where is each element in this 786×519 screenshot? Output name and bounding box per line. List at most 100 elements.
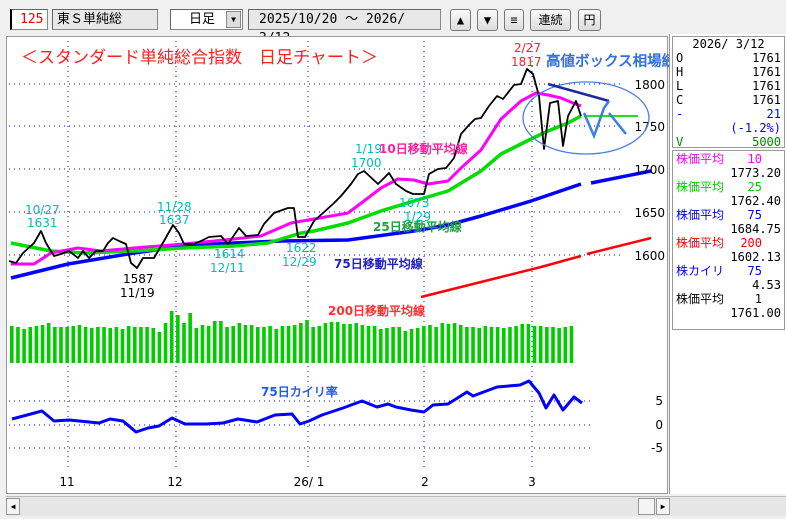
indicator-header: 株カイリ 75 (673, 264, 784, 278)
volume-bar (133, 327, 137, 363)
volume-bar (268, 326, 272, 363)
indicator-value: 1602.13 (730, 250, 781, 264)
grid (9, 41, 623, 471)
annotation-date: 10/27 (25, 203, 60, 217)
ma75-line (10, 182, 582, 280)
x-tick: 26/ 1 (294, 475, 325, 489)
indicator-value: 1762.40 (730, 194, 781, 208)
indicator-period: 25 (747, 180, 762, 194)
volume-bar (219, 321, 223, 363)
x-tick: 3 (528, 475, 536, 489)
stock-code: 125 (20, 12, 44, 27)
volume-bar (366, 326, 371, 363)
ohlc-row: L 1761 (673, 79, 784, 93)
volume-bar (28, 327, 33, 363)
indicator-value: 1684.75 (730, 222, 781, 236)
volume-bar (71, 326, 76, 363)
stock-name-field: 東Ｓ単純総 (52, 9, 158, 30)
indicator-label: 株価平均 (676, 208, 725, 222)
indicator-value-row: 1684.75 (673, 222, 784, 236)
indicator-header: 株価平均 25 (673, 180, 784, 194)
ohlc-value: 1761 (752, 93, 781, 107)
volume-bar (551, 327, 555, 363)
volume-bar (249, 325, 254, 363)
volume-bar (212, 321, 217, 363)
volume-bar (372, 326, 377, 363)
change-pct-row: (-1.2%) (673, 121, 784, 135)
volume-bar (182, 323, 186, 363)
kairi-tick: -5 (651, 441, 663, 455)
indicator-label: 株価平均 (676, 152, 725, 166)
x-tick: 11 (59, 475, 74, 489)
volume-bar (206, 326, 211, 363)
volume-row: V 5000 (673, 135, 784, 149)
volume-bar (102, 327, 106, 363)
volume-bar (292, 325, 297, 363)
continuous-button[interactable]: 連続 (530, 9, 571, 31)
volume-bar (526, 324, 531, 363)
y-axis-labels: 1800 1750 1700 1650 1600 5 0 -5 (634, 78, 665, 455)
ma10-label: 10日移動平均線 (379, 141, 468, 156)
info-date: 2026/ 3/12 (692, 37, 765, 51)
annotation-date: 12/11 (210, 261, 245, 275)
annotation-date: 11/28 (157, 200, 192, 214)
indicator-value-row: 1762.40 (673, 194, 784, 208)
annotation-date: 1/19 (355, 142, 382, 156)
annotation-date: 11/19 (120, 286, 155, 300)
kairi-tick: 0 (655, 418, 663, 432)
x-axis-labels: 11 12 26/ 1 2 3 (59, 475, 535, 489)
indicator-header: 株価平均 200 (673, 236, 784, 250)
menu-button[interactable]: ≡ (504, 9, 524, 31)
period-select[interactable]: 日足 ▼ (170, 9, 243, 30)
volume-bar (145, 327, 149, 363)
volume-bar (53, 327, 57, 363)
annotation-date: 12/29 (282, 255, 317, 269)
indicator-header: 株価平均 1 (673, 292, 784, 306)
date-range: 2025/10/20 ～ 2026/ 3/12 (248, 9, 441, 46)
volume-bar (354, 323, 358, 363)
annotation-value: 1637 (159, 213, 190, 227)
volume-bar (489, 327, 494, 363)
change-pct: (-1.2%) (730, 121, 781, 135)
chevron-down-icon[interactable]: ▼ (226, 11, 241, 28)
volume-bar (477, 328, 481, 363)
ohlc-row: O 1761 (673, 51, 784, 65)
volume-bar (157, 332, 162, 363)
volume-bar (409, 329, 414, 363)
yen-button[interactable]: 円 (578, 9, 601, 31)
volume-bar (139, 327, 143, 363)
stock-code-field[interactable]: 125 (10, 9, 48, 30)
price-line (8, 68, 582, 269)
indicator-period: 75 (747, 208, 762, 222)
stock-name: 東Ｓ単純総 (57, 12, 123, 27)
volume-bar (348, 324, 352, 363)
volume-bar (280, 326, 285, 363)
indicator-label: 株価平均 (676, 292, 725, 306)
scroll-left-arrow-icon[interactable]: ◀ (6, 498, 20, 515)
volume-bar (120, 329, 125, 363)
down-button[interactable]: ▼ (477, 9, 498, 31)
indicator-label: 株価平均 (676, 180, 725, 194)
volume-bar (483, 326, 488, 363)
volume-bar (329, 322, 334, 363)
volume-bar (108, 328, 112, 363)
volume-bar (440, 323, 445, 363)
ohlc-key: L (676, 79, 684, 93)
ohlc-value: 1761 (752, 65, 781, 79)
box-range-drawing (522, 81, 650, 155)
annotation-value: 1614 (214, 247, 245, 261)
volume-bar (557, 328, 561, 363)
annotation-value: 1631 (27, 216, 58, 230)
volume-bar (422, 326, 426, 363)
scroll-right-arrow-icon[interactable]: ▶ (656, 498, 670, 515)
volume-bar (151, 328, 156, 363)
scroll-thumb[interactable] (638, 498, 655, 515)
kairi-line (11, 379, 583, 434)
volume-bar (520, 324, 525, 363)
horizontal-scrollbar[interactable]: ◀ ▶ (6, 496, 786, 516)
up-button[interactable]: ▲ (450, 9, 471, 31)
chart-area[interactable]: ＜スタンダード単純総合指数 日足チャート＞ 高値ボックス相場続くか 10/27 … (6, 36, 706, 494)
y-tick: 1700 (634, 163, 665, 177)
volume-bar (16, 327, 20, 363)
ma25-line (10, 114, 582, 255)
